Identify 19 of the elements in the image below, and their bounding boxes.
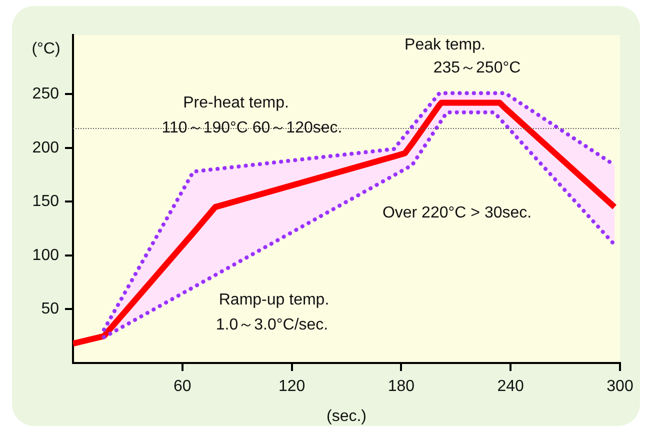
- y-tick-label: 200: [32, 139, 60, 156]
- annotation: Over 220°C > 30sec.: [382, 204, 532, 222]
- y-tick-label: 50: [41, 300, 60, 318]
- y-tick-label: 150: [32, 193, 60, 210]
- x-tick-label: 60: [174, 378, 192, 396]
- y-tick-label: 100: [32, 246, 60, 264]
- annotation: 110～190°C 60～120sec.: [162, 119, 342, 136]
- annotation: 1.0～3.0°C/sec.: [216, 316, 328, 334]
- annotation: Peak temp.: [404, 36, 486, 54]
- x-axis-title: (sec.): [326, 408, 366, 425]
- y-axis-title: (°C): [32, 40, 60, 58]
- annotation: Pre-heat temp.: [183, 94, 289, 112]
- annotation: 235～250°C: [433, 59, 521, 76]
- x-tick-label: 120: [278, 378, 306, 396]
- annotation: Ramp-up temp.: [218, 291, 330, 308]
- x-tick-label: 180: [388, 378, 415, 396]
- x-tick-label: 240: [497, 378, 524, 396]
- y-tick-label: 250: [32, 86, 60, 103]
- x-tick-label: 300: [606, 378, 634, 396]
